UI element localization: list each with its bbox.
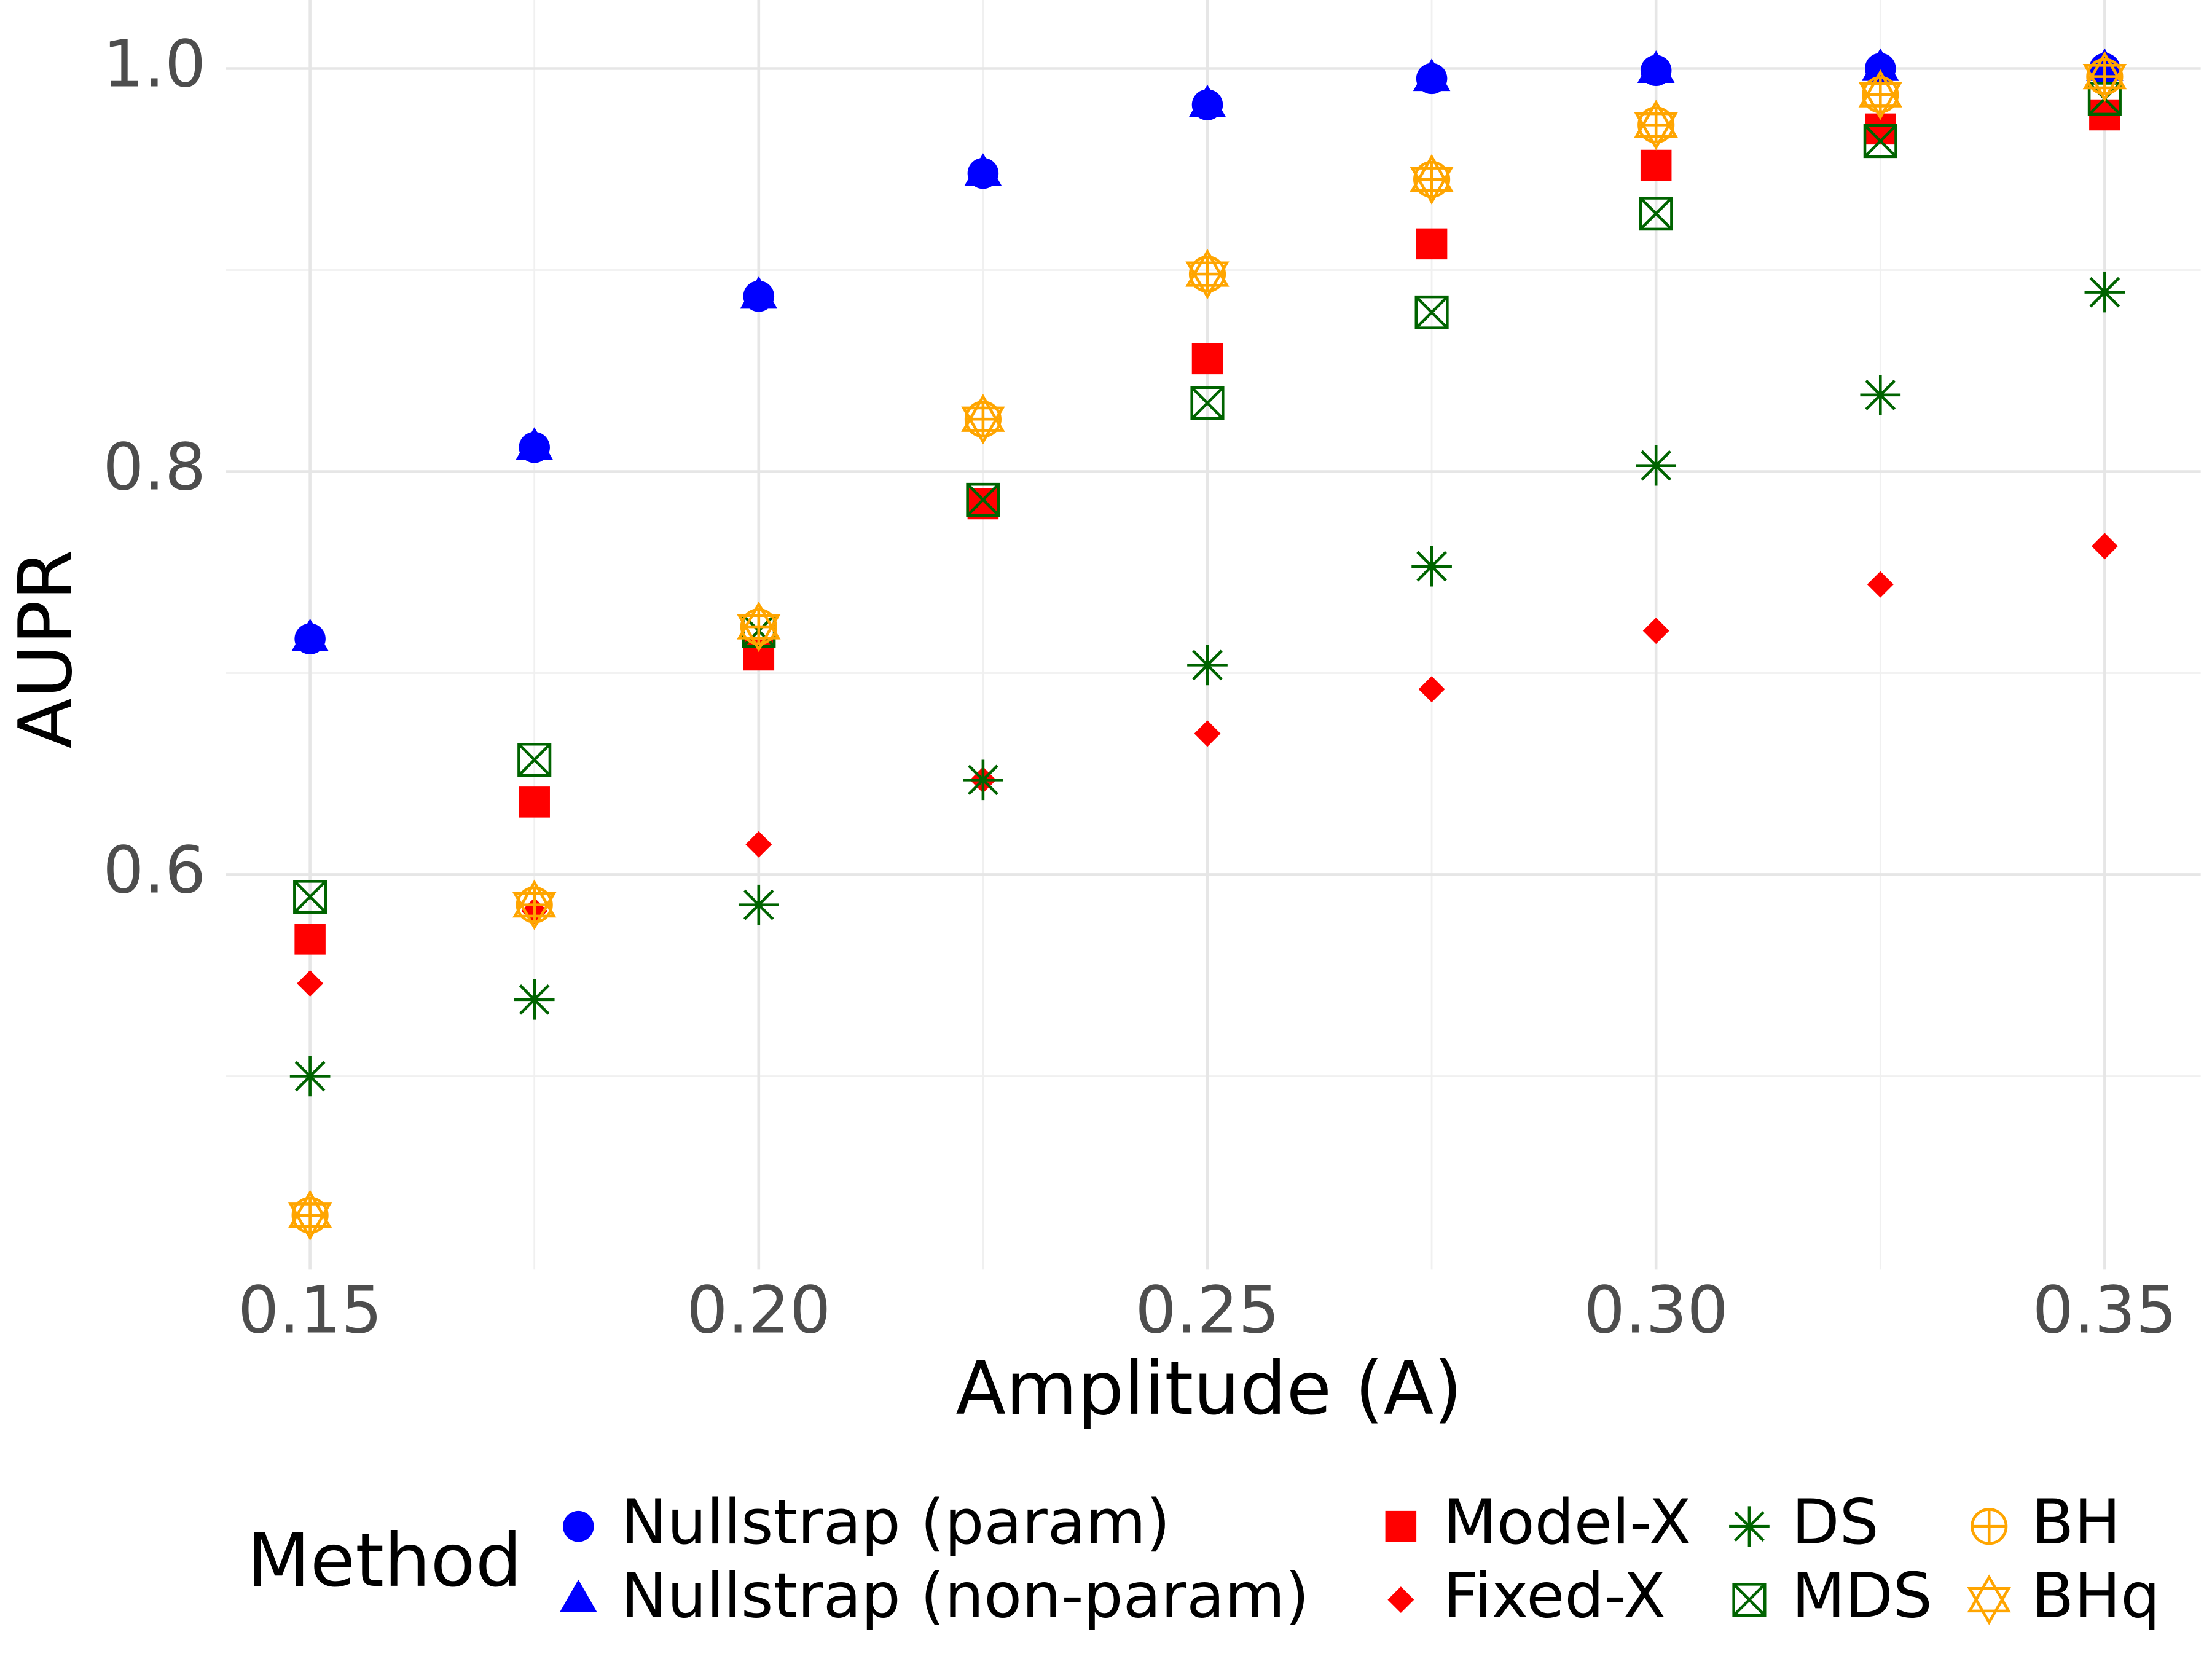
marker [1640,149,1672,181]
marker [2084,272,2125,313]
legend-label: BHq [2031,1559,2160,1631]
x-tick-label: 0.20 [686,1273,831,1348]
x-tick-label: 0.15 [238,1273,382,1348]
marker [1185,248,1230,300]
legend-marker [563,1510,594,1542]
marker [517,742,552,777]
legend-marker [1732,1583,1767,1617]
legend-marker [1387,1586,1414,1614]
x-axis-title: Amplitude (A) [955,1346,1462,1432]
y-axis-title: AUPR [3,549,88,748]
marker [1418,676,1445,703]
legend-label: Nullstrap (non-param) [621,1559,1309,1631]
x-tick-label: 0.35 [2033,1273,2177,1348]
marker [289,1056,331,1097]
marker [963,759,1003,801]
legend-label: BH [2031,1486,2120,1558]
marker [1188,84,1226,117]
marker [737,601,781,653]
legend-label: Nullstrap (param) [621,1486,1170,1558]
marker [1634,100,1678,151]
marker [1410,154,1454,205]
y-tick-label: 1.0 [103,26,206,101]
marker [2082,51,2127,102]
marker [1191,343,1223,375]
marker [2091,533,2118,560]
marker [291,618,329,651]
legend-marker [1971,1508,2008,1545]
marker [519,786,550,818]
marker [294,924,326,955]
marker [966,482,1000,517]
marker [961,394,1005,445]
marker [293,879,327,914]
marker [1414,295,1449,329]
legend-marker [1967,1574,2011,1625]
marker [1642,618,1669,645]
marker [514,979,555,1020]
legend-label: MDS [1792,1559,1932,1631]
marker [967,488,999,520]
marker [1637,50,1675,83]
marker [1187,645,1228,686]
legend-label: Fixed-X [1443,1559,1666,1631]
marker [1636,445,1677,486]
legend-marker [1729,1506,1770,1547]
marker [1190,386,1225,420]
marker [1639,197,1673,231]
marker [1411,546,1452,587]
marker [740,276,778,309]
x-tick-label: 0.30 [1584,1273,1728,1348]
marker [738,884,779,925]
marker [1867,571,1894,598]
marker [516,427,554,460]
marker [1413,58,1451,92]
marker [512,879,557,930]
legend-marker [1385,1510,1417,1542]
marker [1861,48,1899,81]
y-tick-label: 0.6 [103,832,206,908]
marker [745,831,772,858]
marker [1194,720,1221,747]
marker [297,970,324,997]
legend-title: Method [247,1518,522,1604]
marker [964,153,1002,186]
marker [1860,375,1901,415]
marker [1863,124,1897,159]
marker [1865,113,1896,145]
marker [1416,228,1448,260]
x-tick-label: 0.25 [1135,1273,1279,1348]
legend-label: DS [1792,1486,1879,1558]
legend-label: Model-X [1443,1486,1692,1558]
marker [288,1190,332,1241]
legend-marker [560,1579,597,1612]
marker [1858,69,1902,120]
y-tick-label: 0.8 [103,429,206,504]
